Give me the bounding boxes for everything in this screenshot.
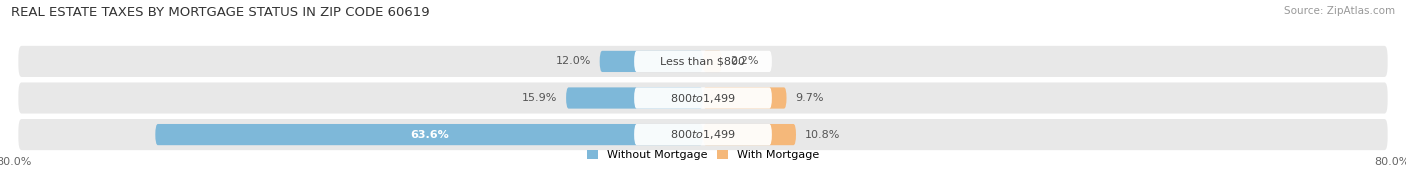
Text: REAL ESTATE TAXES BY MORTGAGE STATUS IN ZIP CODE 60619: REAL ESTATE TAXES BY MORTGAGE STATUS IN … — [11, 6, 430, 19]
Text: 12.0%: 12.0% — [555, 56, 591, 66]
FancyBboxPatch shape — [18, 46, 1388, 77]
FancyBboxPatch shape — [567, 87, 703, 109]
FancyBboxPatch shape — [634, 87, 772, 109]
Text: 15.9%: 15.9% — [522, 93, 557, 103]
Text: Less than $800: Less than $800 — [661, 56, 745, 66]
FancyBboxPatch shape — [634, 51, 772, 72]
Legend: Without Mortgage, With Mortgage: Without Mortgage, With Mortgage — [588, 150, 818, 161]
Text: 2.2%: 2.2% — [731, 56, 759, 66]
Text: 9.7%: 9.7% — [796, 93, 824, 103]
Text: 63.6%: 63.6% — [409, 130, 449, 140]
Text: 10.8%: 10.8% — [804, 130, 839, 140]
FancyBboxPatch shape — [599, 51, 703, 72]
FancyBboxPatch shape — [703, 51, 721, 72]
FancyBboxPatch shape — [703, 87, 786, 109]
FancyBboxPatch shape — [155, 124, 703, 145]
Text: $800 to $1,499: $800 to $1,499 — [671, 128, 735, 141]
Text: Source: ZipAtlas.com: Source: ZipAtlas.com — [1284, 6, 1395, 16]
FancyBboxPatch shape — [634, 124, 772, 145]
FancyBboxPatch shape — [703, 124, 796, 145]
FancyBboxPatch shape — [18, 83, 1388, 113]
FancyBboxPatch shape — [18, 119, 1388, 150]
Text: $800 to $1,499: $800 to $1,499 — [671, 92, 735, 104]
